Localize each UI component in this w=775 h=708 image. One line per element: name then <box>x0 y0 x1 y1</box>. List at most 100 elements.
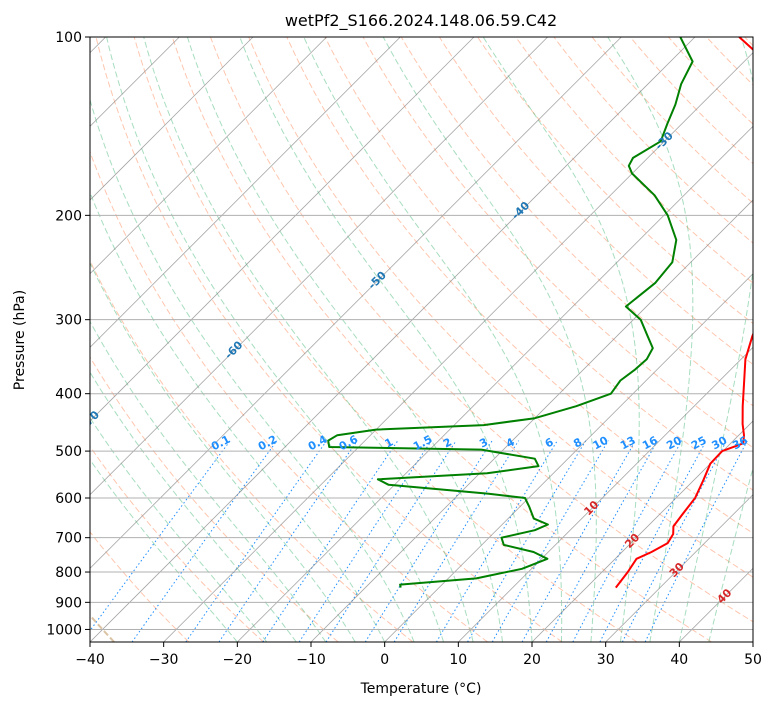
mixing-ratio-line <box>545 440 659 642</box>
dry-adiabat-line <box>286 37 753 534</box>
y-tick-label: 100 <box>55 30 82 46</box>
isotherm-line <box>605 494 753 642</box>
x-tick-label: 0 <box>380 652 389 668</box>
x-tick-label: −20 <box>223 652 253 668</box>
y-tick-label: 900 <box>55 595 82 611</box>
chart-title: wetPf2_S166.2024.148.06.59.C42 <box>285 11 557 31</box>
isotherm-line <box>90 37 696 642</box>
moist-adiabat-line <box>607 37 694 642</box>
mixing-ratio-label: 30 <box>710 434 730 453</box>
dry-adiabat-line <box>515 37 753 284</box>
dry-adiabat-line <box>553 37 753 244</box>
pressure-gridlines <box>90 37 753 630</box>
dry-adiabat-line <box>400 37 753 407</box>
y-tick-label: 200 <box>55 208 82 224</box>
moist-adiabat-line <box>106 37 445 642</box>
x-axis: −40 −30 −20 −10 0 10 20 30 40 50 <box>75 642 762 668</box>
x-tick-label: 30 <box>597 652 615 668</box>
mixing-ratio-line <box>90 440 231 632</box>
mixing-ratio-line <box>131 440 278 642</box>
dry-adiabat-line <box>477 37 753 325</box>
dry-adiabat-line <box>90 356 339 642</box>
y-tick-label: 800 <box>55 565 82 581</box>
y-tick-label: 300 <box>55 313 82 329</box>
moist-adiabat-line <box>482 37 640 642</box>
moist-adiabat-line <box>90 458 238 642</box>
mixing-ratio-label: 16 <box>640 434 660 453</box>
dry-adiabat-line <box>629 37 753 165</box>
x-tick-label: −10 <box>296 652 326 668</box>
mixing-ratio-label: 36 <box>730 434 750 453</box>
mixing-ratio-label: 10 <box>591 434 611 453</box>
y-axis: 100 200 300 400 500 600 700 800 900 1000 <box>46 30 90 638</box>
moist-adiabat-line <box>90 371 297 642</box>
isotherm-line <box>163 52 753 642</box>
isotherm-line <box>90 37 401 348</box>
sounding-series <box>327 37 753 589</box>
moist-adiabat-line <box>303 37 563 642</box>
x-tick-label: −40 <box>75 652 105 668</box>
isotherm-line <box>90 37 254 201</box>
isotherm-line <box>384 273 753 642</box>
x-tick-label: 40 <box>670 652 688 668</box>
dry-adiabat-line <box>210 37 753 623</box>
dry-adiabat-line <box>90 259 414 642</box>
mixing-ratio-line <box>521 440 637 642</box>
moist-adiabat-line <box>186 37 503 642</box>
dry-adiabat-line <box>90 150 488 642</box>
temperature-line <box>615 37 753 589</box>
plot-frame <box>89 36 754 643</box>
moist-adiabat-line <box>678 37 753 642</box>
moist-adiabat-line <box>239 37 533 642</box>
mixing-ratio-line <box>325 440 457 642</box>
isotherm-line <box>90 37 475 422</box>
y-axis-label: Pressure (hPa) <box>12 290 28 390</box>
mixing-ratio-label: 25 <box>689 434 709 453</box>
x-tick-label: 10 <box>449 652 467 668</box>
mixing-ratio-line <box>467 440 587 642</box>
mixing-ratio-line <box>491 440 609 642</box>
mixing-ratio-line <box>185 440 328 642</box>
isotherm-line <box>531 420 753 642</box>
dry-adiabat-line <box>133 37 638 642</box>
y-tick-label: 1000 <box>46 622 82 638</box>
dry-adiabat-line <box>438 37 753 366</box>
dry-adiabat-line <box>90 531 190 642</box>
mixing-ratio-line <box>262 440 399 642</box>
x-tick-label: 50 <box>744 652 762 668</box>
dry-adiabat-line <box>248 37 753 578</box>
skewed-isotherms <box>90 37 753 642</box>
x-tick-label: −30 <box>149 652 179 668</box>
y-tick-label: 600 <box>55 491 82 507</box>
isotherm-line <box>90 37 327 275</box>
dry-adiabat-line <box>591 37 753 204</box>
moist-adiabat-line <box>382 37 597 642</box>
dry-adiabats <box>90 37 753 642</box>
x-tick-label: 20 <box>523 652 541 668</box>
mixing-ratio-label: 20 <box>664 434 684 453</box>
mixing-ratio-line <box>364 440 493 642</box>
mixing-ratio-label: 13 <box>618 434 638 453</box>
mixing-ratio-line <box>644 440 748 642</box>
y-tick-label: 500 <box>55 444 82 460</box>
x-axis-label: Temperature (°C) <box>360 681 482 697</box>
moist-adiabat-line <box>90 191 386 642</box>
mixing-ratio-line <box>298 440 432 642</box>
moist-adiabat-line <box>143 37 474 642</box>
mixing-ratio-lines <box>90 440 748 642</box>
mixing-ratio-line <box>572 440 683 642</box>
dry-adiabat-line <box>324 37 753 491</box>
isotherm-line <box>90 37 622 569</box>
moist-adiabat-line <box>90 416 268 642</box>
isotherm-line <box>458 346 753 642</box>
y-tick-label: 700 <box>55 531 82 547</box>
dry-adiabat-line <box>95 37 563 642</box>
isotherm-line <box>310 199 753 642</box>
isotherm-line <box>90 37 548 496</box>
mixing-ratio-line <box>435 440 558 642</box>
y-tick-label: 400 <box>55 387 82 403</box>
isotherm-line <box>237 125 753 642</box>
